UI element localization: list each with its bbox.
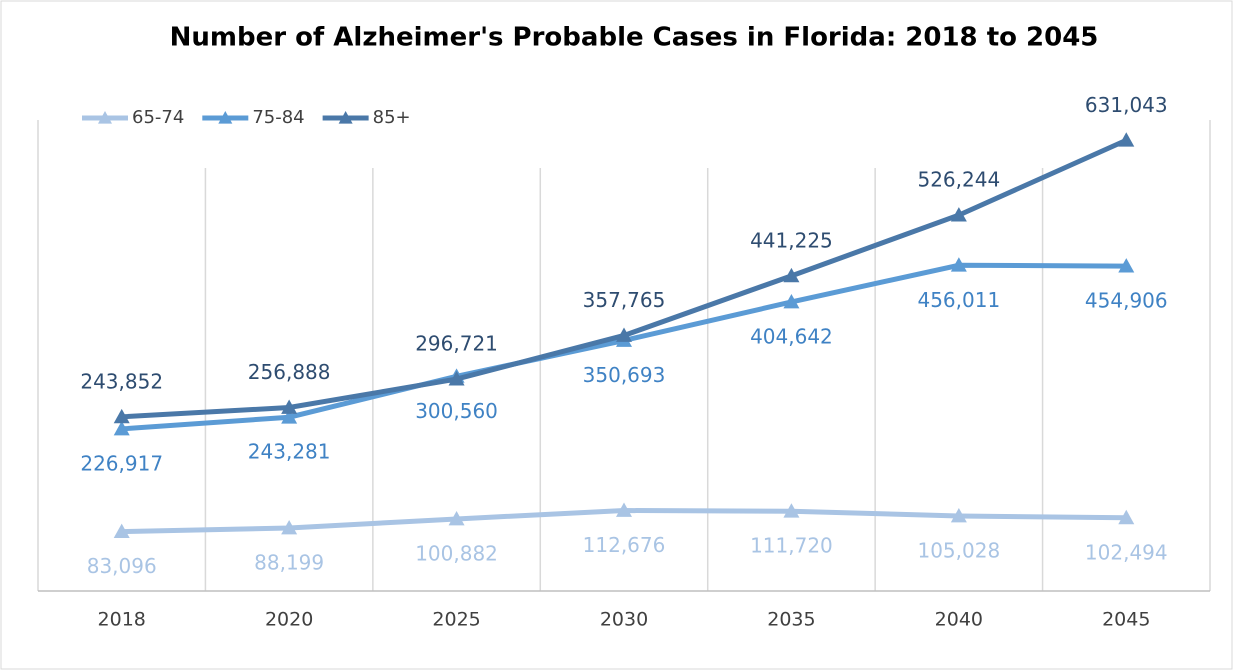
data-label: 441,225 xyxy=(750,228,833,252)
data-label: 112,676 xyxy=(583,533,666,557)
x-tick-label: 2018 xyxy=(98,609,146,631)
x-tick-label: 2040 xyxy=(935,609,983,631)
marker xyxy=(1118,509,1135,525)
marker xyxy=(448,510,465,526)
x-tick-label: 2035 xyxy=(767,609,815,631)
marker xyxy=(113,408,130,424)
data-label: 105,028 xyxy=(917,538,1000,562)
data-label: 296,721 xyxy=(415,332,498,356)
marker xyxy=(783,503,800,518)
x-tick-label: 2025 xyxy=(432,609,480,631)
data-label: 454,906 xyxy=(1085,289,1168,313)
data-label: 243,281 xyxy=(248,440,331,464)
legend-marker xyxy=(218,111,233,124)
marker xyxy=(1118,132,1135,147)
legend-label: 85+ xyxy=(373,107,411,128)
data-label: 526,244 xyxy=(917,168,1000,192)
marker xyxy=(783,293,800,309)
data-label: 100,882 xyxy=(415,541,498,565)
legend-marker xyxy=(338,111,353,124)
marker xyxy=(113,523,130,539)
x-tick-label: 2020 xyxy=(265,609,313,631)
legend-label: 65-74 xyxy=(132,107,184,128)
legend-marker xyxy=(98,111,112,124)
data-label: 350,693 xyxy=(583,363,666,387)
marker xyxy=(950,507,967,523)
data-label: 631,043 xyxy=(1085,93,1168,117)
data-label: 226,917 xyxy=(80,451,163,475)
data-label: 88,199 xyxy=(254,551,324,575)
marker xyxy=(950,257,967,272)
marker xyxy=(113,420,130,436)
data-label: 456,011 xyxy=(917,288,1000,312)
marker xyxy=(281,520,298,535)
data-label: 357,765 xyxy=(583,288,666,312)
marker xyxy=(616,502,632,517)
data-label: 300,560 xyxy=(415,399,498,423)
marker xyxy=(281,399,298,414)
marker xyxy=(448,371,465,386)
data-label: 404,642 xyxy=(750,324,833,348)
data-label: 83,096 xyxy=(87,554,157,578)
marker xyxy=(1118,258,1135,273)
data-label: 256,888 xyxy=(248,360,331,384)
data-label: 102,494 xyxy=(1085,540,1168,564)
x-tick-label: 2030 xyxy=(600,609,648,631)
data-label: 243,852 xyxy=(80,369,163,393)
legend-label: 75-84 xyxy=(252,107,304,128)
marker xyxy=(616,327,632,342)
chart-title: Number of Alzheimer's Probable Cases in … xyxy=(170,23,1099,53)
marker xyxy=(950,207,967,222)
data-label: 111,720 xyxy=(750,534,833,558)
marker xyxy=(281,409,298,424)
x-tick-label: 2045 xyxy=(1102,609,1150,631)
marker xyxy=(783,267,800,283)
